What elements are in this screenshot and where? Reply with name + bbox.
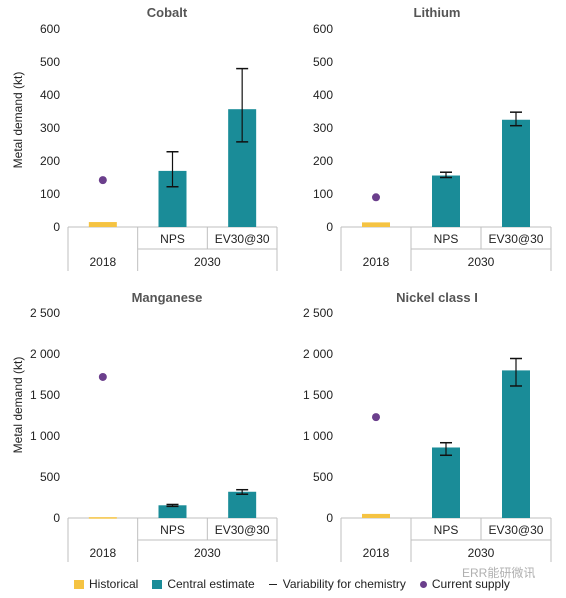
y-tick-label: 500 xyxy=(40,55,60,69)
x-category-label: NPS xyxy=(160,523,185,537)
panel-title: Manganese xyxy=(132,290,203,305)
legend-swatch-current-supply xyxy=(419,580,427,588)
legend-item-historical: Historical xyxy=(74,577,138,591)
y-tick-label: 500 xyxy=(313,470,333,484)
x-group-label: 2030 xyxy=(194,255,221,269)
bar-central-estimate xyxy=(158,505,187,518)
x-category-label: EV30@30 xyxy=(215,232,270,246)
bar-central-estimate xyxy=(502,119,530,227)
bar-historical xyxy=(88,222,117,227)
panel-lithium: Lithium 0 100 200 300 400 500 600 NPS EV30@30 2018… xyxy=(313,5,552,271)
bar-central-estimate xyxy=(432,447,460,518)
bar-historical xyxy=(362,222,390,227)
x-category-label: NPS xyxy=(434,523,459,537)
x-group-label: 2030 xyxy=(468,255,495,269)
y-tick-label: 0 xyxy=(53,511,60,525)
panel-title: Nickel class I xyxy=(396,290,478,305)
x-group-label: 2030 xyxy=(194,546,221,560)
legend-label-historical: Historical xyxy=(89,577,139,591)
panel-title: Lithium xyxy=(414,5,461,20)
x-category-label: NPS xyxy=(434,232,459,246)
legend-label-central: Central estimate xyxy=(167,577,255,591)
x-category-label: EV30@30 xyxy=(489,232,544,246)
legend-swatch-historical xyxy=(74,579,84,589)
bar-historical xyxy=(88,517,117,519)
panel-nickel-class-i: Nickel class I 0 500 1 000 1 500 2 000 2 500 NP… xyxy=(303,290,552,562)
y-tick-label: 1 500 xyxy=(30,388,60,402)
current-supply-point xyxy=(98,372,107,381)
x-group-label: 2018 xyxy=(89,255,116,269)
y-tick-label: 600 xyxy=(40,22,60,36)
y-tick-label: 500 xyxy=(313,55,333,69)
y-tick-label: 500 xyxy=(40,470,60,484)
y-tick-label: 100 xyxy=(313,187,333,201)
current-supply-point xyxy=(372,193,380,202)
y-tick-label: 1 000 xyxy=(30,429,60,443)
legend-swatch-variability xyxy=(268,583,277,585)
x-category-label: EV30@30 xyxy=(489,523,544,537)
panel-title: Cobalt xyxy=(147,5,188,20)
x-group-label: 2018 xyxy=(89,546,116,560)
y-tick-label: 1 000 xyxy=(303,429,333,443)
bar-central-estimate xyxy=(228,491,257,518)
y-tick-label: 0 xyxy=(53,220,60,234)
panel-manganese: Manganese Metal demand (kt) 0 500 1 000 1 500… xyxy=(11,290,278,562)
x-group-label: 2018 xyxy=(363,255,390,269)
y-tick-label: 400 xyxy=(313,88,333,102)
y-axis-label: Metal demand (kt) xyxy=(11,357,25,454)
watermark: ERR能研微讯 xyxy=(462,566,536,580)
legend-swatch-central xyxy=(152,579,163,589)
bar-central-estimate xyxy=(432,175,460,227)
y-tick-label: 2 000 xyxy=(303,347,333,361)
bar-central-estimate xyxy=(502,370,530,518)
y-tick-label: 100 xyxy=(40,187,60,201)
x-group-label: 2018 xyxy=(363,546,390,560)
y-tick-label: 2 000 xyxy=(30,347,60,361)
y-axis-label: Metal demand (kt) xyxy=(11,72,25,169)
x-category-label: EV30@30 xyxy=(215,523,270,537)
y-tick-label: 2 500 xyxy=(30,306,60,320)
y-tick-label: 300 xyxy=(313,121,333,135)
legend: Historical Central estimate Variability … xyxy=(74,576,554,592)
x-group-label: 2030 xyxy=(468,546,495,560)
y-tick-label: 2 500 xyxy=(303,306,333,320)
y-tick-label: 1 500 xyxy=(303,388,333,402)
y-tick-label: 200 xyxy=(313,154,333,168)
legend-label-current-supply: Current supply xyxy=(431,577,510,591)
y-tick-label: 400 xyxy=(40,88,60,102)
current-supply-point xyxy=(98,176,107,185)
panel-cobalt: Cobalt Metal demand (kt) 0 100 200 300 400 500 6… xyxy=(11,5,278,271)
current-supply-point xyxy=(372,413,380,422)
x-category-label: NPS xyxy=(160,232,185,246)
y-tick-label: 0 xyxy=(326,511,333,525)
bar-historical xyxy=(362,513,390,518)
y-tick-label: 300 xyxy=(40,121,60,135)
y-tick-label: 0 xyxy=(326,220,333,234)
legend-item-variability: Variability for chemistry xyxy=(268,577,406,591)
y-tick-label: 200 xyxy=(40,154,60,168)
legend-item-current-supply: Current supply xyxy=(419,577,510,591)
y-tick-label: 600 xyxy=(313,22,333,36)
legend-label-variability: Variability for chemistry xyxy=(282,577,406,591)
legend-item-central: Central estimate xyxy=(152,577,255,591)
